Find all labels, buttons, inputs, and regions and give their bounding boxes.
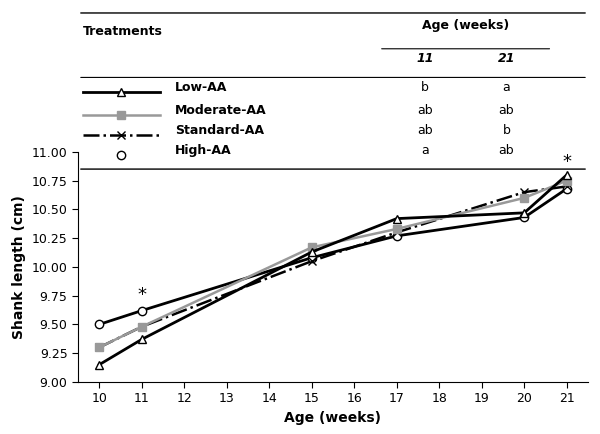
Text: a: a <box>503 81 510 94</box>
Text: ab: ab <box>417 124 433 137</box>
X-axis label: Age (weeks): Age (weeks) <box>284 411 382 425</box>
Text: Treatments: Treatments <box>83 25 163 38</box>
Text: ab: ab <box>499 144 514 157</box>
Text: Low-AA: Low-AA <box>175 81 227 94</box>
Text: ab: ab <box>417 104 433 117</box>
Text: *: * <box>562 154 571 171</box>
Text: Standard-AA: Standard-AA <box>175 124 264 137</box>
Text: Age (weeks): Age (weeks) <box>422 20 509 33</box>
Text: 11: 11 <box>416 53 434 65</box>
Text: a: a <box>421 144 428 157</box>
Text: b: b <box>421 81 429 94</box>
Text: Moderate-AA: Moderate-AA <box>175 104 266 117</box>
Text: *: * <box>137 286 146 304</box>
Text: 21: 21 <box>497 53 515 65</box>
Text: ab: ab <box>499 104 514 117</box>
Y-axis label: Shank length (cm): Shank length (cm) <box>12 195 26 339</box>
Text: b: b <box>502 124 511 137</box>
Text: High-AA: High-AA <box>175 144 232 157</box>
